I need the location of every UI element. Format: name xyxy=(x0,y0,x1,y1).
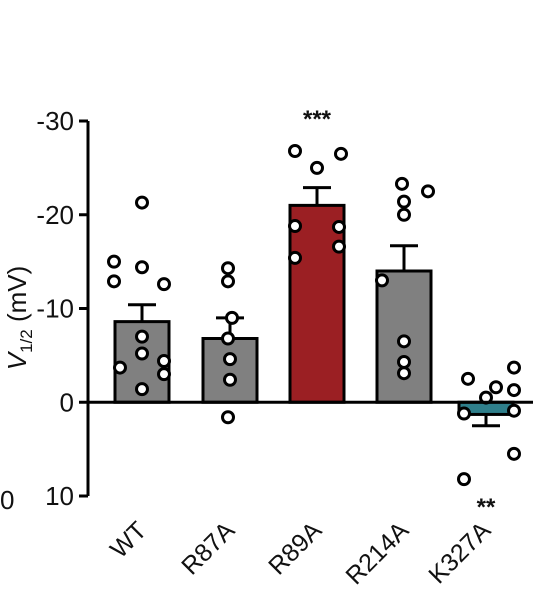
data-point xyxy=(157,367,171,382)
bars-layer xyxy=(113,186,515,428)
y-tick-label: -20 xyxy=(36,200,74,230)
data-point xyxy=(288,219,302,233)
data-point xyxy=(135,260,149,275)
category-label-wt: WT xyxy=(105,516,152,563)
data-point xyxy=(157,354,171,368)
data-point xyxy=(397,334,411,349)
bar-r89a xyxy=(288,203,346,404)
data-point xyxy=(397,354,411,369)
category-label-k327a: K327A xyxy=(423,516,496,589)
data-point xyxy=(221,274,235,289)
data-point xyxy=(135,195,149,210)
significance-marker-r89a: *** xyxy=(303,106,332,133)
data-point xyxy=(157,277,171,292)
data-point xyxy=(113,360,127,375)
data-point xyxy=(507,403,521,418)
data-point xyxy=(225,310,239,325)
data-point xyxy=(457,472,471,487)
data-point xyxy=(107,254,121,269)
data-point xyxy=(332,219,346,234)
category-label-r87a: R87A xyxy=(176,516,240,580)
data-point xyxy=(334,146,348,161)
data-point xyxy=(397,194,411,209)
data-point xyxy=(489,380,503,395)
bar-r87a xyxy=(201,337,259,404)
data-point xyxy=(221,261,235,276)
data-point xyxy=(507,446,521,461)
data-point xyxy=(397,207,411,222)
data-point xyxy=(221,410,235,425)
data-point xyxy=(223,372,237,387)
points-layer xyxy=(107,144,521,487)
data-point xyxy=(507,360,521,375)
data-point xyxy=(223,352,237,367)
data-point xyxy=(457,406,471,421)
y-tick-label: 0 xyxy=(60,387,74,417)
data-point xyxy=(461,371,475,386)
data-point xyxy=(332,239,346,254)
data-point xyxy=(107,274,121,289)
data-point xyxy=(395,176,409,191)
y-tick-label: -10 xyxy=(36,294,74,324)
axes-layer: -30 -20 -10 0 10 WT R87A R89A *** R214A K327A** xyxy=(36,106,533,590)
y-tick-label: 10 xyxy=(45,481,74,511)
significance-marker-k327a: ** xyxy=(477,494,496,521)
data-point xyxy=(507,383,521,398)
data-point xyxy=(135,382,149,397)
category-label-r89a: R89A xyxy=(263,516,327,580)
category-label-r214a: R214A xyxy=(340,516,414,590)
y-tick-label: -30 xyxy=(36,106,74,136)
data-point xyxy=(421,184,435,199)
data-point xyxy=(135,346,149,361)
data-point xyxy=(397,366,411,381)
data-point xyxy=(288,250,302,265)
data-point xyxy=(375,273,389,288)
data-point xyxy=(221,331,235,346)
data-point xyxy=(310,160,324,175)
edge-tick-fragment: 0 xyxy=(0,485,14,515)
data-point xyxy=(135,329,149,344)
data-point xyxy=(288,144,302,158)
y-axis-title: V1/2 (mV) xyxy=(2,266,36,371)
